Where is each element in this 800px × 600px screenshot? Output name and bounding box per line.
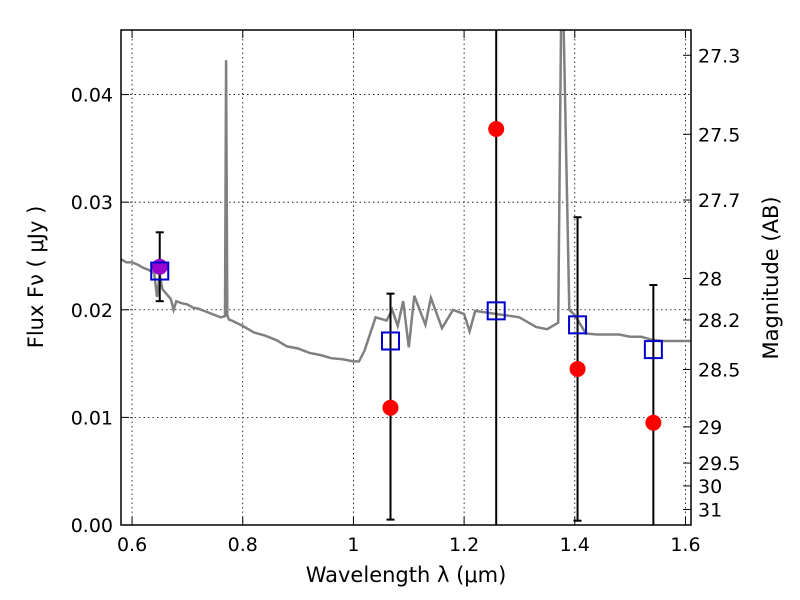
model-photometry-point: [486, 301, 506, 321]
y2-tick-label: 27.5: [698, 124, 740, 146]
x-tick-label: 1.2: [449, 534, 479, 556]
x-tick-label: 1.6: [670, 534, 700, 556]
x-tick-label: 1.4: [560, 534, 590, 556]
y-tick-label: 0.04: [71, 85, 113, 107]
error-bars: [155, 30, 658, 525]
y2-tick-label: 31: [698, 499, 722, 521]
y-tick-label: 0.01: [71, 407, 113, 429]
x-tick-label: 0.6: [117, 534, 147, 556]
y-tick-label: 0.02: [71, 300, 113, 322]
y2-tick-label: 28.5: [698, 359, 740, 381]
x-tick-label: 0.8: [228, 534, 258, 556]
y-tick-label: 0.00: [71, 515, 113, 537]
model-spectrum: [121, 30, 691, 363]
y-axis-label: Flux Fν ( μJy ): [24, 206, 48, 349]
y2-tick-label: 28: [698, 268, 722, 290]
grid: [121, 30, 691, 526]
y2-axis-label: Magnitude (AB): [759, 196, 783, 359]
x-axis-ticks: 0.6 0.8 1 1.2 1.4 1.6: [117, 30, 701, 556]
model-photometry-point: [381, 331, 401, 351]
y2-tick-label: 30: [698, 476, 722, 498]
model-photometry-point: [568, 315, 588, 335]
model-photometry-points: [150, 261, 663, 360]
y2-tick-label: 27.7: [698, 190, 740, 212]
y2-tick-label: 28.2: [698, 310, 740, 332]
model-photometry-point: [150, 261, 170, 281]
observed-point: [645, 414, 662, 431]
y-tick-label: 0.03: [71, 192, 113, 214]
model-photometry-point: [643, 340, 663, 360]
observed-point: [151, 258, 168, 275]
model-spectrum-line: [121, 30, 691, 363]
x-tick-label: 1: [347, 534, 359, 556]
observed-point: [382, 399, 399, 416]
observed-points: [151, 121, 662, 431]
observed-point: [488, 121, 505, 137]
plot-frame: [120, 29, 692, 526]
observed-point: [569, 360, 586, 377]
y2-tick-label: 27.3: [698, 45, 740, 67]
y2-tick-label: 29.5: [698, 453, 740, 475]
x-axis-label: Wavelength λ (μm): [306, 563, 507, 587]
y2-tick-label: 29: [698, 417, 722, 439]
y-axis-ticks: 0.00 0.01 0.02 0.03 0.04: [71, 85, 129, 537]
